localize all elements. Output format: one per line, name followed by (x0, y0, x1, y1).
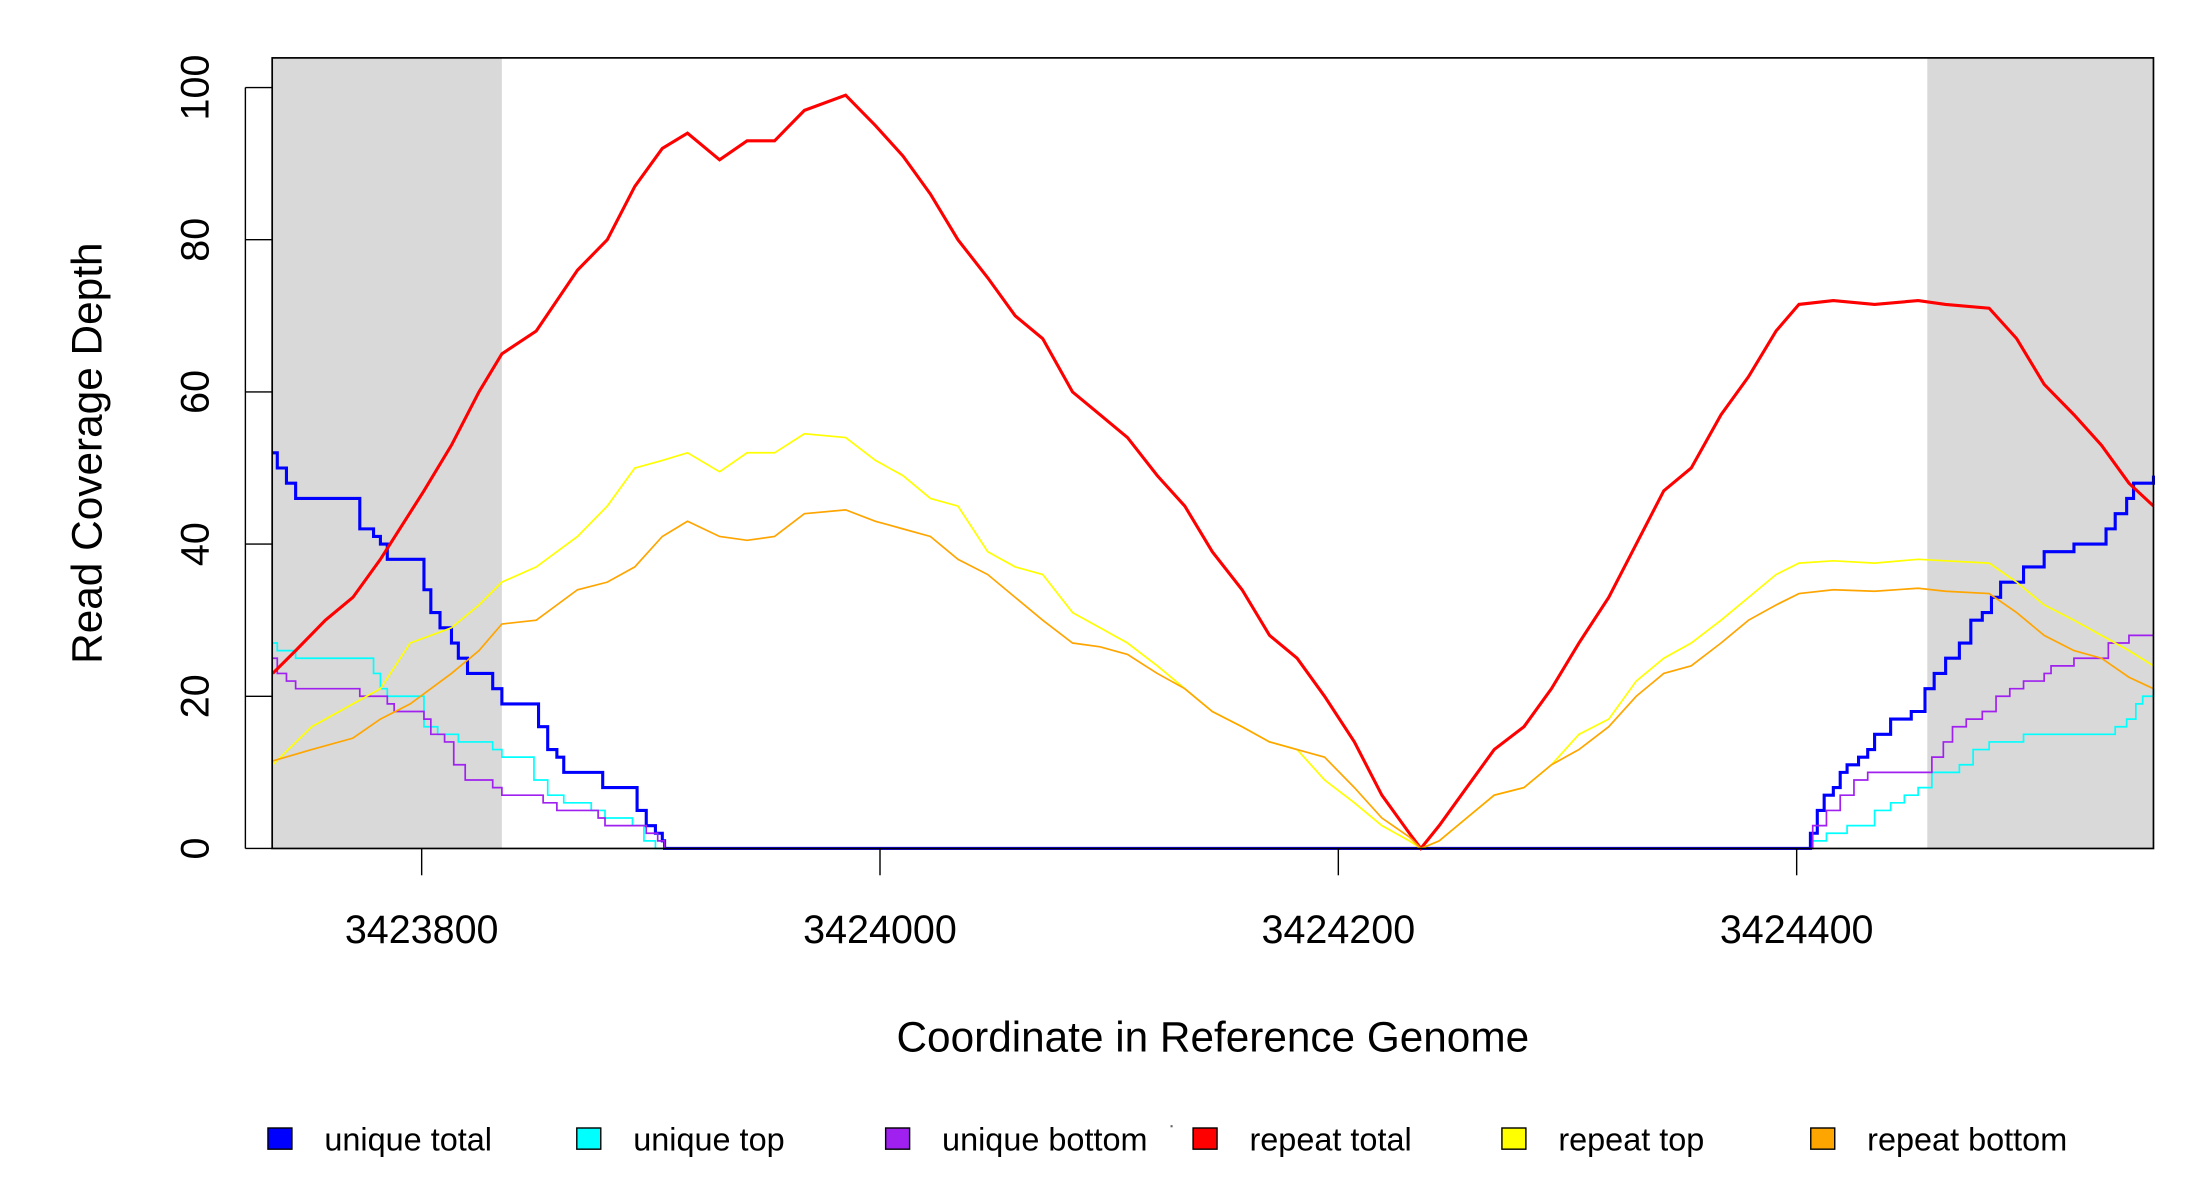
legend-label: unique total (324, 1122, 492, 1158)
legend-swatch (1501, 1127, 1527, 1150)
x-axis: 3423800 3424000 3424200 3424400 (345, 848, 1874, 952)
series-repeat-bottom (272, 508, 2154, 850)
x-axis-label: Coordinate in Reference Genome (897, 1014, 1530, 1061)
legend-swatch (1810, 1127, 1836, 1150)
legend-label: repeat bottom (1867, 1122, 2067, 1158)
legend-swatch (576, 1127, 602, 1150)
shaded-region-0 (272, 57, 502, 849)
legend-label: repeat top (1558, 1122, 1704, 1158)
shaded-region-1 (1927, 57, 2154, 849)
y-axis: 0 20 40 60 80 100 (174, 55, 273, 859)
legend: unique total unique top unique bottom repea… (267, 1122, 2067, 1158)
series-unique-bottom (272, 634, 2154, 850)
legend-label: repeat total (1249, 1122, 1411, 1158)
legend-label: unique bottom (942, 1122, 1147, 1158)
shaded-regions (272, 57, 2154, 849)
series-repeat-top (272, 432, 2154, 850)
y-tick-label: 80 (174, 218, 218, 262)
y-axis-label: Read Coverage Depth (64, 242, 111, 663)
plot-frame (271, 57, 2155, 850)
series-unique-top (272, 642, 2155, 850)
x-tick-label: 3424200 (1261, 908, 1415, 952)
y-tick-label: 40 (174, 522, 218, 566)
x-tick-label: 3424000 (803, 908, 957, 952)
legend-swatch (267, 1127, 293, 1150)
legend-label: unique top (633, 1122, 784, 1158)
x-tick-label: 3424400 (1720, 908, 1874, 952)
legend-swatch (1192, 1127, 1218, 1150)
legend-speck (1170, 1125, 1173, 1128)
y-tick-label: 60 (174, 370, 218, 414)
series-unique-total (272, 451, 2156, 851)
y-tick-label: 0 (174, 837, 218, 859)
legend-swatch (884, 1127, 911, 1150)
y-tick-label: 100 (174, 55, 218, 121)
x-tick-label: 3423800 (345, 908, 499, 952)
series-lines (271, 93, 2156, 851)
series-repeat-total (271, 93, 2155, 851)
y-tick-label: 20 (174, 674, 218, 718)
